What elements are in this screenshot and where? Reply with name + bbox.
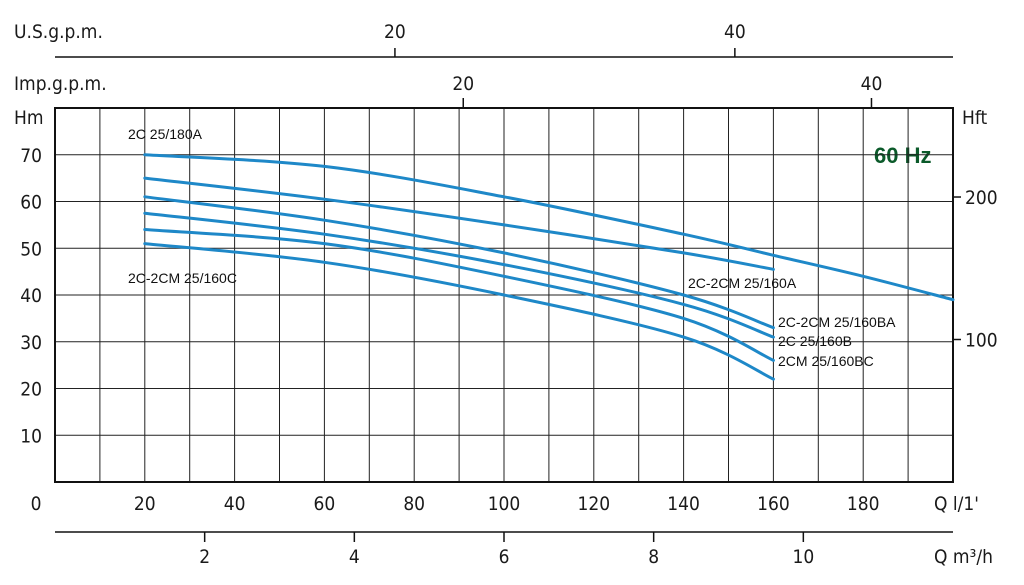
pump-curve [143, 228, 775, 362]
y-left-tick-label: 70 [20, 145, 42, 167]
us-gpm-axis-label: U.S.g.p.m. [14, 21, 103, 43]
x-bottom-unit-label: Q m³/h [934, 546, 993, 568]
x-primary-tick-label: 40 [224, 493, 246, 515]
pump-curve [143, 211, 775, 339]
m3h-tick-label: 2 [199, 546, 210, 568]
curve-label: 2C 25/160B [778, 333, 852, 349]
x-primary-tick-label: 140 [667, 493, 700, 515]
m3h-tick-label: 4 [349, 546, 360, 568]
imp-gpm-tick-label: 20 [452, 73, 474, 95]
curve-label: 2C-2CM 25/160C [128, 270, 237, 286]
y-left-unit-label: Hm [14, 107, 44, 129]
m3h-tick-label: 8 [648, 546, 659, 568]
x-primary-tick-label: 0 [31, 493, 42, 515]
x-primary-unit-label: Q l/1' [934, 493, 979, 515]
us-gpm-tick-label: 20 [384, 21, 406, 43]
x-primary-tick-label: 180 [847, 493, 880, 515]
pump-curve [143, 153, 955, 302]
x-primary-tick-label: 160 [757, 493, 790, 515]
pump-curve [143, 242, 775, 381]
curves [143, 153, 955, 381]
x-primary-tick-label: 100 [488, 493, 521, 515]
curve-labels: 2C 25/180A 2C-2CM 25/160A 2C-2CM 25/160BA 2… [128, 126, 896, 369]
y-left-tick-label: 50 [20, 238, 42, 260]
frequency-label: 60 Hz [874, 143, 931, 168]
y-left-tick-label: 60 [20, 192, 42, 214]
y-left-tick-label: 20 [20, 379, 42, 401]
plot-frame [54, 107, 954, 483]
x-primary-tick-label: 20 [134, 493, 156, 515]
m3h-tick-label: 6 [499, 546, 510, 568]
x-primary-tick-label: 80 [403, 493, 425, 515]
x-primary-tick-label: 60 [314, 493, 336, 515]
imp-gpm-axis-label: Imp.g.p.m. [14, 73, 107, 95]
curve-label: 2C-2CM 25/160A [688, 275, 797, 291]
axes: 10 20 30 40 50 60 70 100 200 0 20 40 60 80 100 120 140 16… [20, 21, 997, 568]
y-left-tick-label: 10 [20, 425, 42, 447]
curve-label: 2C-2CM 25/160BA [778, 314, 896, 330]
pump-curve [143, 195, 775, 330]
imp-gpm-tick-label: 40 [861, 73, 883, 95]
us-gpm-tick-label: 40 [724, 21, 746, 43]
y-right-tick-label: 200 [965, 187, 998, 209]
y-right-unit-label: Hft [962, 107, 988, 129]
curve-label: 2CM 25/160BC [778, 353, 874, 369]
curve-label: 2C 25/180A [128, 126, 203, 142]
m3h-tick-label: 10 [792, 546, 814, 568]
y-left-tick-label: 40 [20, 285, 42, 307]
x-primary-tick-label: 120 [577, 493, 610, 515]
y-left-tick-label: 30 [20, 332, 42, 354]
pump-curve [143, 176, 775, 271]
y-right-tick-label: 100 [965, 330, 998, 352]
